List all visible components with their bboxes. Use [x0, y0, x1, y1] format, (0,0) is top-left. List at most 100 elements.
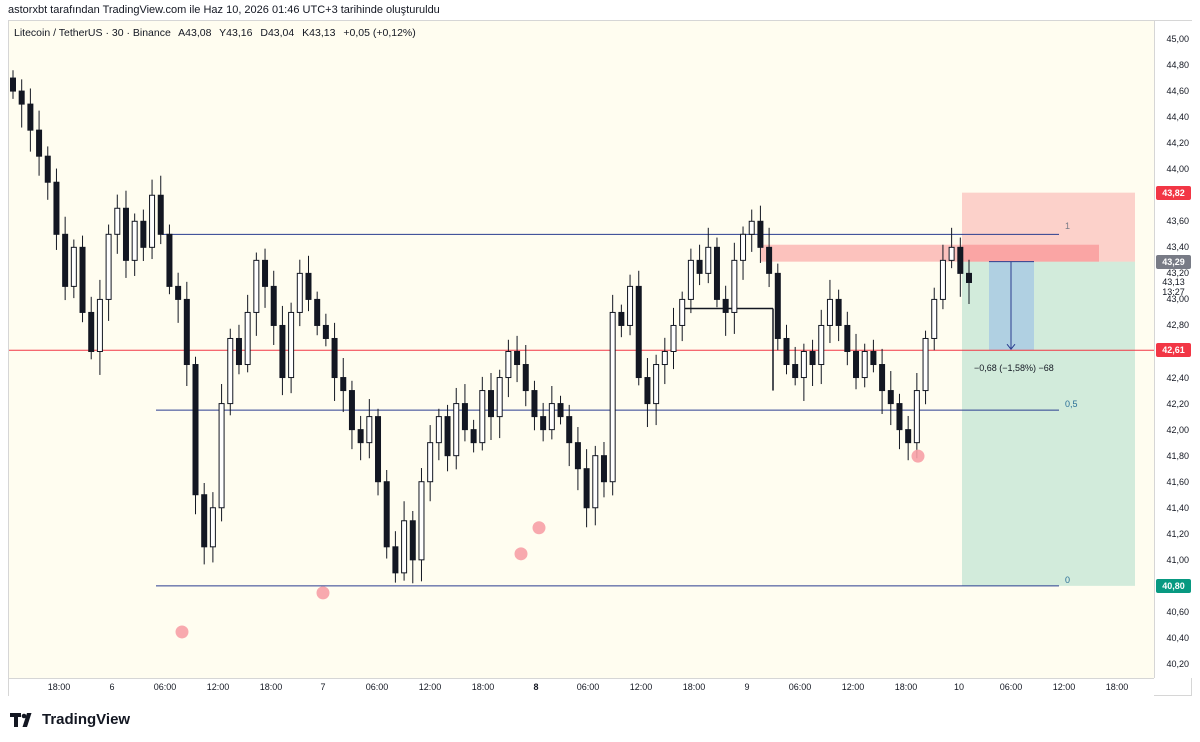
- candle-down: [79, 246, 86, 313]
- time-tick-label: 06:00: [999, 682, 1023, 692]
- date-tick-label: 9: [744, 682, 750, 692]
- candle-up: [253, 259, 260, 313]
- price-tick-label: 43,00: [1166, 294, 1189, 305]
- entry-price-badge: 42,61: [1156, 343, 1191, 358]
- candle-down: [279, 324, 286, 379]
- candle-down: [27, 103, 34, 131]
- candle-down: [157, 194, 164, 235]
- candle-down: [175, 285, 182, 300]
- attribution-text: astorxbt tarafından TradingView.com ile …: [8, 4, 440, 16]
- candle-down: [192, 364, 199, 496]
- time-tick-label: 12:00: [841, 682, 865, 692]
- candle-down: [357, 429, 364, 444]
- price-tick-label: 41,40: [1166, 502, 1189, 513]
- swing-low-marker: [532, 521, 546, 535]
- price-axis[interactable]: 45,0044,8044,6044,4044,2044,0043,8043,60…: [1154, 21, 1193, 678]
- live-price-group: 43,13 13:27: [1156, 277, 1191, 297]
- candle-up: [296, 272, 303, 313]
- candle-up: [931, 298, 938, 339]
- candle-up: [653, 364, 660, 405]
- candle-down: [62, 233, 69, 287]
- price-tick-label: 44,60: [1166, 86, 1189, 97]
- candle-up: [740, 233, 747, 261]
- candle-down: [409, 520, 416, 561]
- candle-up: [592, 455, 599, 509]
- candle-up: [627, 285, 634, 326]
- candle-down: [644, 377, 651, 405]
- candle-up: [244, 311, 251, 366]
- candle-down: [540, 416, 547, 431]
- tradingview-footer: TradingView: [10, 711, 130, 728]
- candle-down: [853, 351, 860, 379]
- swing-low-marker: [911, 449, 925, 463]
- current-price-badge: 43,29: [1156, 254, 1191, 269]
- swing-low-marker: [514, 547, 528, 561]
- price-tick-label: 40,40: [1166, 632, 1189, 643]
- candle-up: [731, 259, 738, 313]
- candle-down: [583, 468, 590, 509]
- target-price-badge: 40,80: [1156, 578, 1191, 593]
- candle-up: [748, 220, 755, 235]
- measure-arrow-head: [1006, 343, 1016, 350]
- candle-down: [809, 351, 816, 366]
- candle-down: [314, 298, 321, 326]
- candle-down: [896, 403, 903, 431]
- candle-down: [531, 390, 538, 418]
- candle-up: [96, 298, 103, 352]
- candle-up: [609, 311, 616, 483]
- price-tick-label: 41,00: [1166, 554, 1189, 565]
- price-tick-label: 41,80: [1166, 450, 1189, 461]
- candle-down: [305, 272, 312, 300]
- candle-up: [114, 207, 121, 235]
- candle-down: [713, 246, 720, 300]
- take-profit-zone: [962, 261, 1135, 586]
- time-tick-label: 18:00: [259, 682, 283, 692]
- time-tick-label: 06:00: [153, 682, 177, 692]
- price-tick-label: 41,20: [1166, 528, 1189, 539]
- candle-up: [670, 324, 677, 353]
- legend-open: A43,08: [178, 27, 212, 39]
- time-tick-label: 06:00: [788, 682, 812, 692]
- price-tick-label: 43,20: [1166, 268, 1189, 279]
- time-axis[interactable]: 18:00 6 06:00 12:00 18:00 7 06:00 12:00 18:00 8 06…: [9, 678, 1154, 697]
- candle-up: [227, 337, 234, 405]
- time-tick-label: 18:00: [682, 682, 706, 692]
- candle-down: [957, 246, 964, 274]
- candle-down: [600, 455, 607, 483]
- candle-down: [36, 129, 43, 157]
- candle-up: [218, 403, 225, 509]
- candle-down: [905, 429, 912, 444]
- candle-up: [70, 246, 77, 287]
- candle-up: [209, 507, 216, 548]
- candle-up: [705, 246, 712, 274]
- candle-down: [522, 364, 529, 392]
- candle-up: [826, 298, 833, 326]
- candle-down: [10, 77, 16, 92]
- price-tick-label: 44,40: [1166, 112, 1189, 123]
- candle-down: [201, 494, 208, 548]
- price-tick-label: 44,80: [1166, 60, 1189, 71]
- candle-down: [166, 233, 173, 287]
- legend-symbol[interactable]: Litecoin / TetherUS · 30 · Binance: [14, 27, 171, 39]
- candle-down: [88, 311, 95, 352]
- candle-down: [122, 207, 129, 261]
- candle-up: [427, 442, 434, 483]
- chart-plot-area[interactable]: Litecoin / TetherUS · 30 · Binance A43,0…: [9, 21, 1154, 678]
- candle-up: [505, 351, 512, 379]
- candle-up: [105, 233, 112, 300]
- candle-up: [288, 311, 295, 379]
- chart-frame: Litecoin / TetherUS · 30 · Binance A43,0…: [8, 20, 1193, 697]
- fib-label-1: 1: [1065, 221, 1071, 231]
- candle-up: [401, 520, 408, 574]
- candle-down: [270, 285, 277, 326]
- candle-down: [331, 337, 338, 379]
- date-tick-label: 10: [953, 682, 965, 692]
- candle-down: [757, 220, 764, 248]
- candle-down: [183, 298, 190, 366]
- candle-down: [340, 377, 347, 392]
- candle-down: [383, 481, 390, 548]
- candle-up: [687, 259, 694, 300]
- candle-down: [574, 442, 581, 470]
- candle-up: [661, 351, 668, 366]
- bar-countdown-label: 13:27: [1162, 287, 1185, 298]
